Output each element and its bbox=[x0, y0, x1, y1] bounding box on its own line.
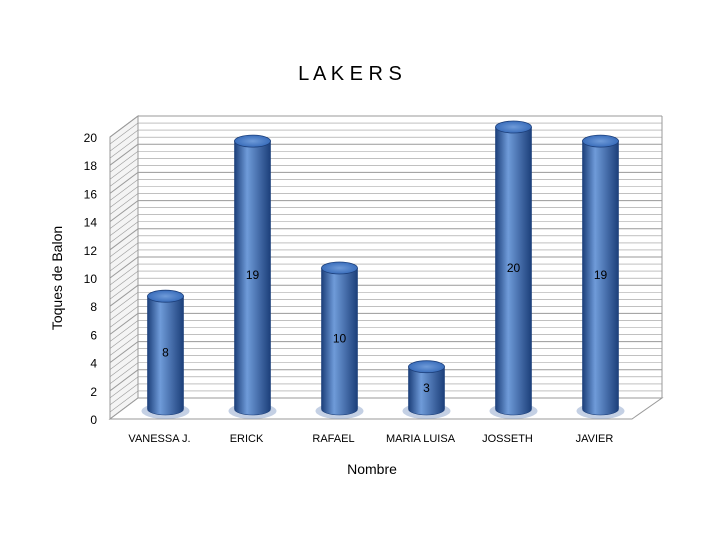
y-tick-label: 12 bbox=[84, 244, 98, 258]
x-tick-label: ERICK bbox=[230, 433, 264, 445]
x-tick-label: RAFAEL bbox=[312, 433, 354, 445]
bar bbox=[489, 120, 538, 419]
gridline-side bbox=[109, 158, 139, 180]
y-axis-title: Toques de Balon bbox=[49, 226, 65, 330]
bar-top bbox=[234, 134, 271, 148]
gridline-side bbox=[109, 165, 139, 187]
y-tick-label: 18 bbox=[84, 159, 98, 173]
gridline-side bbox=[109, 263, 139, 286]
gridline-side bbox=[109, 242, 139, 265]
x-tick-label: VANESSA J. bbox=[128, 433, 190, 445]
y-tick-label: 20 bbox=[84, 131, 98, 145]
gridline-side bbox=[109, 369, 139, 392]
y-tick-label: 10 bbox=[84, 272, 98, 286]
gridline-side bbox=[109, 207, 139, 229]
gridline-side bbox=[109, 228, 139, 251]
bar-body bbox=[408, 366, 445, 416]
bar-body bbox=[582, 140, 619, 416]
gridline-side bbox=[109, 143, 139, 166]
bar-body bbox=[234, 140, 271, 416]
y-tick-label: 14 bbox=[84, 216, 98, 230]
gridline-side bbox=[109, 249, 139, 272]
data-label: 10 bbox=[333, 332, 347, 346]
gridline-side bbox=[109, 306, 139, 328]
axes: 0 2 4 6 8 10 12 14 16 18 20 VANESSA J. ERICK RAFAEL MA… bbox=[84, 131, 614, 445]
gridline-side bbox=[109, 186, 139, 208]
bar-body bbox=[147, 295, 184, 416]
bar-top bbox=[495, 120, 532, 134]
gridline-side bbox=[109, 312, 139, 335]
bars: 8 19 10 3 20 19 bbox=[141, 120, 625, 419]
gridline-side bbox=[109, 348, 139, 370]
bar bbox=[228, 134, 277, 419]
bar-top bbox=[147, 289, 184, 303]
gridline-side bbox=[109, 355, 139, 377]
gridline-side bbox=[109, 327, 139, 349]
y-tick-label: 2 bbox=[90, 385, 97, 399]
gridline-side bbox=[109, 270, 139, 293]
bar-top bbox=[408, 360, 445, 374]
gridline-side bbox=[109, 256, 139, 279]
gridline-side bbox=[109, 122, 139, 145]
bar-top bbox=[321, 261, 358, 275]
y-tick-label: 0 bbox=[90, 413, 97, 427]
gridline-side bbox=[109, 320, 139, 342]
gridline-side bbox=[109, 136, 139, 159]
gridline-side bbox=[109, 179, 139, 201]
chart-title: L A K E R S bbox=[298, 63, 402, 85]
gridline-side bbox=[109, 362, 139, 384]
bar bbox=[402, 360, 451, 419]
gridline-side bbox=[109, 341, 139, 364]
data-label: 8 bbox=[162, 346, 169, 360]
gridline-side bbox=[109, 334, 139, 356]
data-label: 3 bbox=[423, 381, 430, 395]
bar bbox=[315, 261, 364, 419]
grid bbox=[108, 115, 664, 420]
gridline-side bbox=[109, 214, 139, 236]
bar bbox=[141, 289, 190, 419]
x-tick-label: JOSSETH bbox=[482, 433, 533, 445]
data-label: 19 bbox=[246, 268, 260, 282]
gridline-side bbox=[109, 390, 139, 413]
gridline-side bbox=[109, 151, 139, 173]
data-label: 19 bbox=[594, 268, 608, 282]
gridline-side bbox=[109, 171, 139, 194]
x-tick-label: JAVIER bbox=[576, 433, 614, 445]
gridline-side bbox=[109, 235, 139, 258]
y-tick-label: 4 bbox=[90, 357, 97, 371]
gridline-side bbox=[109, 193, 139, 215]
gridline-side bbox=[109, 200, 139, 223]
data-label: 20 bbox=[507, 261, 521, 275]
gridline-side bbox=[109, 129, 139, 152]
y-tick-label: 16 bbox=[84, 187, 98, 201]
gridline-side bbox=[109, 284, 139, 307]
gridline-side bbox=[109, 376, 139, 399]
bar-body bbox=[321, 267, 358, 416]
gridline-side bbox=[109, 221, 139, 243]
x-tick-label: MARIA LUISA bbox=[386, 433, 456, 445]
bar-body bbox=[495, 126, 532, 416]
y-tick-label: 6 bbox=[90, 328, 97, 342]
y-tick-label: 8 bbox=[90, 300, 97, 314]
x-axis-title: Nombre bbox=[347, 461, 397, 477]
gridline-side bbox=[109, 299, 139, 321]
gridline-side bbox=[109, 115, 139, 138]
bar-top bbox=[582, 134, 619, 148]
bar bbox=[576, 134, 625, 419]
gridline-side bbox=[109, 277, 139, 300]
gridline-side bbox=[109, 383, 139, 406]
gridline-side bbox=[109, 292, 139, 314]
